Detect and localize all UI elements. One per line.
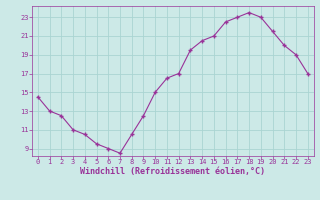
X-axis label: Windchill (Refroidissement éolien,°C): Windchill (Refroidissement éolien,°C) xyxy=(80,167,265,176)
